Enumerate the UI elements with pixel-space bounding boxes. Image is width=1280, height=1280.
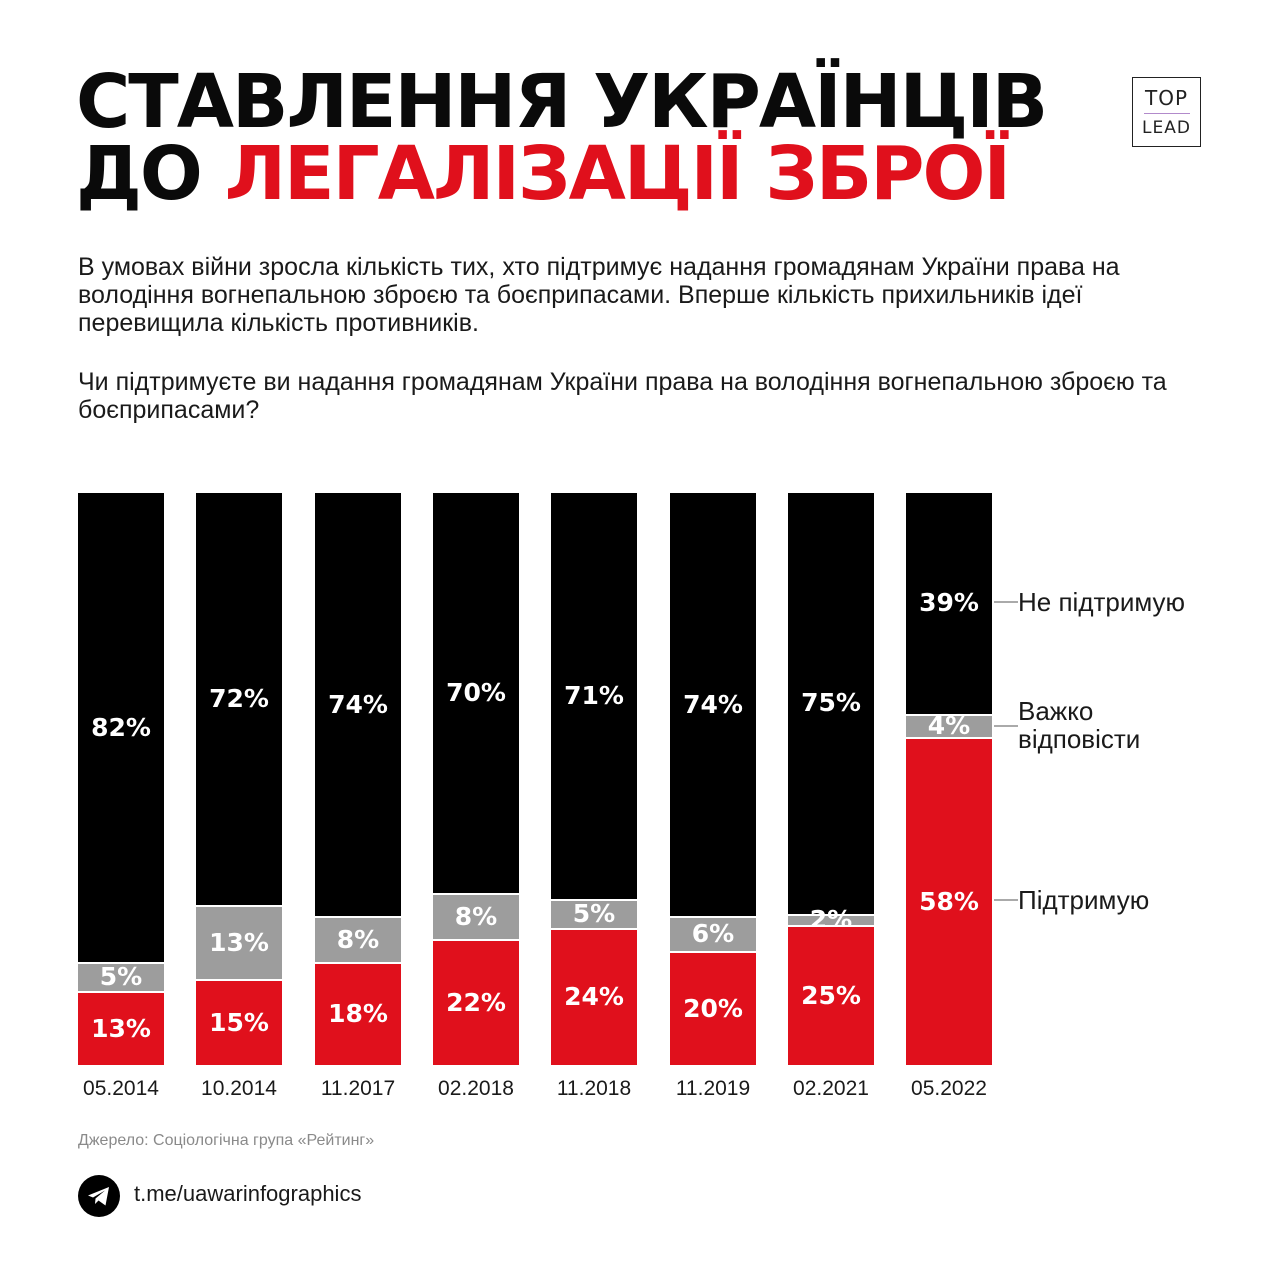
data-label: 75% [801,688,861,718]
bar-segment-hard-to-answer: 8% [315,916,401,963]
x-tick-label: 10.2014 [201,1077,277,1100]
telegram-icon[interactable] [78,1175,120,1217]
data-label: 8% [454,902,498,932]
logo-bottom-text: LEAD [1142,118,1191,138]
data-label: 74% [328,689,388,719]
bar-11.2019: 74% 6% 20% [670,493,756,1065]
data-label: 18% [328,999,388,1029]
data-label: 13% [209,928,269,957]
bar-segment-not-support: 82% [78,493,164,963]
data-label: 8% [336,925,380,955]
legend-hard-line-1: Важко [1018,696,1094,726]
bar-segment-hard-to-answer: 5% [78,962,164,991]
legend-hard-line-2: відповісти [1018,724,1141,754]
data-label: 6% [691,919,735,949]
data-label: 5% [572,899,616,929]
bar-05.2014: 82% 5% 13% [78,493,164,1065]
x-tick-label: 11.2018 [556,1077,632,1100]
bar-segment-hard-to-answer: 13% [196,904,282,980]
logo-top-text: TOP [1144,86,1189,110]
data-label: 71% [564,681,624,711]
bar-segment-not-support: 75% [788,493,874,914]
bar-segment-not-support: 74% [670,493,756,917]
bar-segment-support: 20% [670,950,756,1065]
data-label: 2% [809,905,853,935]
legend-connector-hard [994,725,1018,727]
data-label: 70% [446,678,506,708]
bar-segment-hard-to-answer: 5% [551,899,637,928]
bar-segment-hard-to-answer: 4% [906,711,992,741]
bar-segment-not-support: 39% [906,493,992,714]
bar-segment-support: 58% [906,736,992,1065]
bar-segment-support: 24% [551,927,637,1065]
bar-segment-support: 18% [315,962,401,1065]
x-tick-label: 05.2022 [911,1077,987,1100]
bar-segment-support: 25% [788,924,874,1065]
title-line-1: СТАВЛЕННЯ УКРАЇНЦІВ [76,59,1048,145]
legend-connector-support [994,899,1018,901]
bar-05.2022: 39% 4% 58% [906,493,992,1065]
top-lead-logo: TOP LEAD [1132,77,1201,147]
data-label: 24% [564,982,624,1012]
x-tick-label: 02.2018 [438,1077,514,1100]
title-line-2: ДО ЛЕГАЛІЗАЦІЇ ЗБРОЇ [76,137,1046,211]
page-title: СТАВЛЕННЯ УКРАЇНЦІВ ДО ЛЕГАЛІЗАЦІЇ ЗБРОЇ [76,59,1048,211]
logo-divider [1143,113,1190,114]
data-label: 22% [446,988,506,1018]
bar-02.2021: 75% 2% 25% [788,493,874,1065]
bar-segment-hard-to-answer: 6% [670,916,756,951]
data-label: 58% [919,886,979,916]
telegram-link[interactable]: t.me/uawarinfographics [134,1181,362,1206]
bar-segment-support: 15% [196,979,282,1065]
bar-segment-hard-to-answer: 2% [788,906,874,934]
data-label: 13% [91,1013,151,1043]
source-note: Джерело: Соціологічна група «Рейтинг» [78,1132,375,1149]
bar-11.2018: 71% 5% 24% [551,493,637,1065]
data-label: 5% [99,962,143,992]
title-black-part: ДО [76,131,225,217]
data-label: 72% [209,683,269,713]
data-label: 20% [683,993,743,1023]
x-tick-label: 02.2021 [793,1077,869,1100]
legend-connector-not-support [994,601,1018,603]
data-label: 74% [683,689,743,719]
bar-segment-hard-to-answer: 8% [433,893,519,940]
data-label: 82% [91,712,151,742]
data-label: 15% [209,1008,269,1038]
bar-10.2014: 72% 13% 15% [196,493,282,1065]
bar-segment-not-support: 74% [315,493,401,917]
x-tick-label: 05.2014 [83,1077,159,1100]
survey-question: Чи підтримуєте ви надання громадянам Укр… [78,368,1167,424]
legend-hard-to-answer: Важко відповісти [1018,697,1140,753]
bar-11.2017: 74% 8% 18% [315,493,401,1065]
data-label: 39% [919,588,979,618]
x-tick-label: 11.2017 [320,1077,396,1100]
bar-02.2018: 70% 8% 22% [433,493,519,1065]
data-label: 25% [801,980,861,1010]
legend-not-support: Не підтримую [1018,587,1186,617]
title-red-part: ЛЕГАЛІЗАЦІЇ ЗБРОЇ [224,131,1011,217]
bar-segment-support: 22% [433,939,519,1065]
bar-segment-support: 13% [78,990,164,1065]
bar-segment-not-support: 71% [551,493,637,900]
bar-segment-not-support: 70% [433,493,519,894]
bar-segment-not-support: 72% [196,493,282,905]
data-label: 4% [927,711,971,741]
intro-text: В умовах війни зросла кількість тих, хто… [78,253,1120,337]
x-tick-label: 11.2019 [675,1077,751,1100]
legend-support: Підтримую [1018,885,1150,915]
